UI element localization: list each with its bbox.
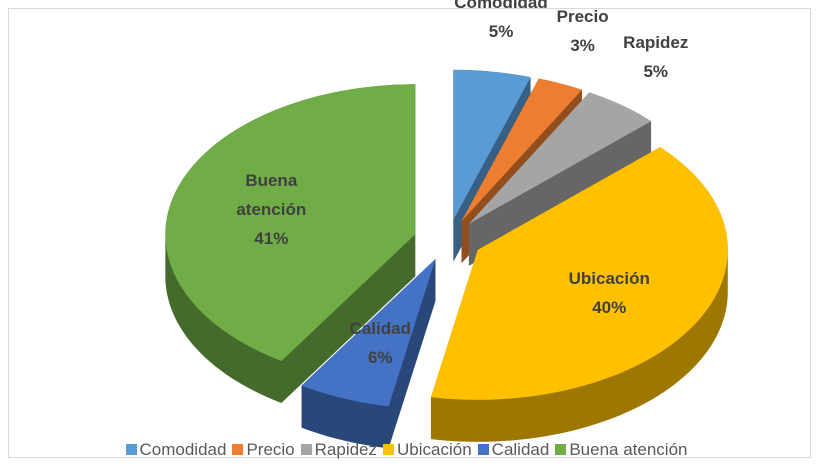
data-label-category: Comodidad: [454, 0, 548, 13]
legend-label: Precio: [246, 440, 295, 459]
slice: [453, 69, 531, 220]
legend-item: Comodidad: [125, 440, 227, 459]
data-label-category: Ubicación: [568, 269, 650, 289]
data-label-category: Rapidez: [623, 33, 689, 53]
legend-label: Ubicación: [397, 440, 472, 459]
data-label: Buena atención 41%: [216, 166, 326, 253]
slice: [165, 84, 416, 361]
data-label: Ubicación 40%: [554, 264, 664, 322]
data-label: Rapidez 5%: [596, 28, 716, 86]
legend-item: Precio: [232, 440, 295, 459]
data-label-value: 40%: [592, 298, 627, 318]
data-label-value: 41%: [254, 228, 289, 248]
slice: [301, 258, 436, 407]
legend-swatch: [555, 444, 567, 455]
data-label: Calidad 6%: [325, 314, 435, 372]
legend-label: Comodidad: [139, 440, 227, 459]
legend-swatch: [125, 444, 137, 455]
legend-item: Rapidez: [300, 440, 378, 459]
legend: Comodidad Precio Rapidez Ubicación Calidad Bu…: [125, 440, 694, 460]
data-label: Precio 3%: [523, 2, 643, 60]
legend-item: Calidad: [477, 440, 550, 459]
data-label-value: 5%: [488, 22, 514, 42]
legend-swatch: [300, 444, 312, 455]
data-label-value: 3%: [570, 36, 595, 56]
legend-swatch: [232, 444, 244, 455]
legend-label: Rapidez: [314, 440, 378, 459]
legend-label: Buena atención: [569, 440, 688, 459]
legend-label: Calidad: [491, 440, 550, 459]
slice: [430, 147, 728, 400]
legend-swatch: [383, 444, 395, 455]
data-label-value: 5%: [643, 62, 669, 82]
legend-item: Buena atención: [555, 440, 687, 459]
legend-item: Ubicación: [383, 440, 472, 459]
slice: [468, 92, 652, 224]
data-label-category: Buena atención: [236, 170, 307, 219]
data-label-category: Precio: [556, 7, 609, 27]
data-label-value: 6%: [367, 347, 393, 367]
data-label-category: Calidad: [349, 318, 411, 338]
legend-swatch: [477, 444, 489, 455]
data-label: Comodidad 5%: [441, 0, 561, 46]
slice: [461, 78, 582, 222]
